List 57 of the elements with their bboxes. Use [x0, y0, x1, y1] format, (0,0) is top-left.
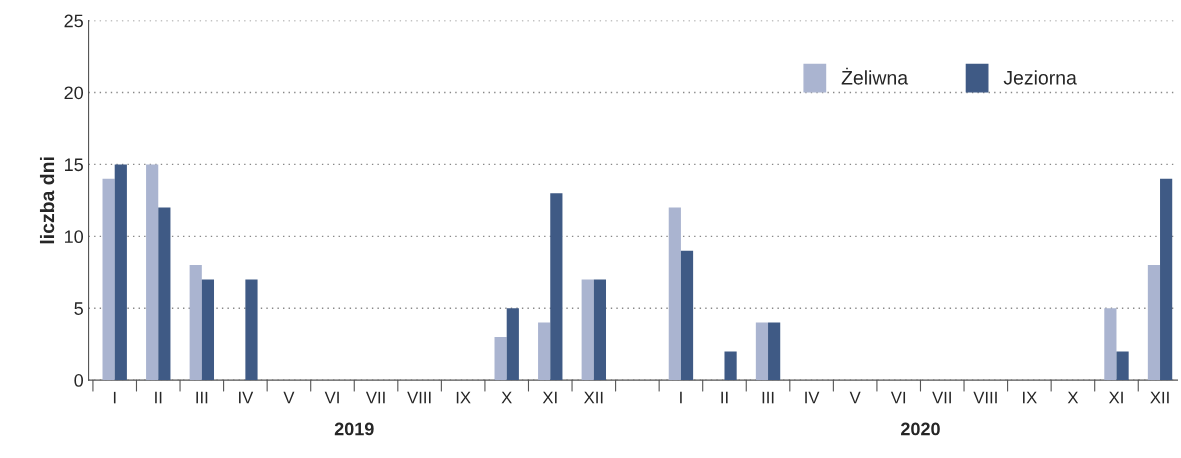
x-tick-label: VII — [932, 391, 951, 404]
bar — [680, 250, 694, 381]
x-tick-label: IX — [1023, 391, 1037, 404]
bar — [755, 322, 769, 381]
x-tick-label: VIII — [973, 391, 997, 404]
x-tick-label: I — [113, 391, 116, 404]
bar — [550, 193, 563, 381]
x-tick-label: X — [501, 391, 512, 404]
bar — [245, 279, 258, 381]
bar — [593, 279, 607, 381]
x-tick-label: III — [762, 391, 774, 404]
x-tick-label: IX — [456, 391, 471, 404]
x-tick-label: III — [196, 391, 208, 404]
bar — [1147, 265, 1161, 381]
x-tick-label: XII — [1150, 391, 1169, 404]
y-axis-title: liczba dni — [39, 157, 55, 244]
x-tick-label: II — [721, 391, 728, 404]
x-tick-label: XI — [542, 391, 557, 404]
y-tick-label: 0 — [74, 374, 84, 387]
bar — [506, 308, 519, 381]
y-tick-label: 10 — [65, 230, 84, 244]
x-tick-label: II — [155, 391, 162, 404]
bar — [538, 322, 551, 381]
bar — [581, 279, 594, 381]
text: 2019 — [334, 422, 374, 436]
x-tick-label: VIII — [407, 391, 431, 404]
x-tick-label: VI — [324, 391, 339, 404]
bar — [1104, 308, 1117, 381]
x-tick-label: IV — [805, 391, 820, 404]
bar — [158, 207, 171, 381]
y-tick-label: 25 — [64, 14, 83, 28]
y-tick-label: 5 — [74, 302, 83, 315]
x-tick-label: X — [1067, 391, 1079, 404]
x-tick-label: IV — [239, 391, 254, 404]
bar — [494, 337, 507, 381]
bar — [1160, 178, 1173, 381]
x-tick-label: V — [849, 391, 861, 404]
bar — [1116, 351, 1129, 381]
x-tick-label: VII — [365, 391, 385, 404]
bar — [189, 265, 202, 381]
legend-label: Żeliwna — [841, 67, 909, 85]
bar — [724, 351, 737, 381]
text: 2020 — [901, 422, 940, 436]
bar — [102, 178, 115, 381]
bar — [114, 164, 127, 381]
y-tick-label: 15 — [65, 158, 83, 172]
bar — [146, 164, 159, 381]
x-tick-label: XII — [584, 391, 603, 404]
x-tick-label: V — [283, 391, 295, 404]
x-tick-label: VI — [890, 391, 906, 404]
y-tick-label: 20 — [64, 86, 84, 100]
x-tick-label: I — [680, 391, 682, 404]
x-tick-label: XI — [1108, 391, 1123, 404]
bar — [668, 207, 681, 381]
bar — [768, 322, 781, 381]
bar — [201, 279, 215, 381]
legend-label: Jeziorna — [1003, 70, 1077, 85]
